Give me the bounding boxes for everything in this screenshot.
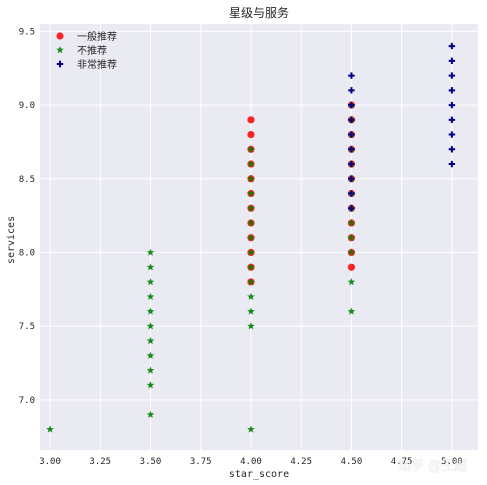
data-point-plus — [448, 72, 456, 79]
data-point-star — [146, 366, 155, 374]
legend-item: 不推荐 — [56, 44, 107, 57]
legend-marker-circle — [56, 32, 64, 40]
x-tick-label: 3.00 — [39, 457, 61, 467]
data-point-star — [347, 219, 356, 227]
data-point-star — [347, 277, 356, 286]
y-tick-label: 7.5 — [19, 322, 35, 332]
data-point-star — [247, 233, 255, 241]
data-point-star — [146, 322, 155, 330]
data-point-plus — [448, 42, 456, 50]
data-point-star — [247, 248, 255, 256]
x-tick-label: 4.50 — [341, 457, 363, 467]
tick-labels: 3.00 3.25 3.50 3.75 4.00 4.25 4.50 4.75 5.00 7.0 7… — [19, 27, 463, 467]
data-point-plus — [448, 87, 456, 94]
x-tick-label: 3.25 — [89, 457, 111, 467]
data-point-plus — [348, 131, 355, 138]
data-point-circle — [247, 116, 255, 124]
data-point-plus — [348, 175, 355, 182]
data-point-star — [247, 307, 255, 315]
data-point-star — [146, 307, 155, 315]
data-point-plus — [448, 131, 456, 138]
data-point-star — [146, 381, 155, 389]
x-axis-label: star_score — [229, 469, 289, 480]
data-point-star — [347, 307, 356, 315]
x-tick-label: 3.50 — [140, 457, 162, 467]
data-point-star — [347, 233, 356, 241]
data-point-star — [146, 336, 155, 345]
watermark-text: 知乎 @王超 — [398, 459, 468, 474]
legend-marker-star — [56, 46, 64, 54]
data-point-star — [146, 263, 155, 271]
data-point-circle — [247, 130, 255, 139]
y-tick-label: 7.0 — [19, 396, 35, 406]
data-point-circle — [347, 263, 356, 271]
legend-item: 一般推荐 — [56, 30, 117, 43]
x-tick-label: 5.00 — [441, 457, 463, 467]
data-point-star — [347, 248, 356, 256]
data-point-plus — [348, 72, 355, 79]
plot-area — [40, 24, 478, 450]
data-point-plus — [448, 146, 456, 153]
y-tick-label: 9.5 — [19, 27, 35, 37]
data-point-star — [247, 160, 255, 168]
y-axis-label: services — [6, 216, 17, 264]
data-point-star — [146, 410, 155, 418]
grid-lines — [40, 24, 478, 450]
data-point-star — [146, 292, 155, 300]
data-point-plus — [348, 101, 355, 109]
data-point-plus — [348, 190, 355, 197]
series-plus — [348, 42, 456, 212]
data-point-star — [247, 322, 255, 330]
data-point-star — [247, 189, 255, 197]
legend-label: 不推荐 — [77, 44, 107, 57]
data-point-star — [247, 263, 255, 271]
data-point-star — [146, 351, 155, 359]
data-point-star — [146, 248, 155, 256]
legend-marker-plus — [56, 60, 64, 68]
x-tick-label: 4.00 — [240, 457, 262, 467]
data-point-plus — [348, 116, 355, 124]
x-tick-label: 4.75 — [391, 457, 413, 467]
y-tick-label: 9.0 — [19, 101, 35, 111]
legend-label: 非常推荐 — [77, 58, 117, 71]
data-point-star — [247, 174, 255, 183]
data-point-plus — [348, 146, 355, 153]
legend-label: 一般推荐 — [77, 30, 117, 43]
data-point-plus — [348, 205, 355, 212]
data-point-plus — [448, 160, 456, 168]
data-point-plus — [348, 160, 355, 168]
data-point-star — [247, 277, 255, 286]
data-point-plus — [448, 57, 456, 65]
data-markers — [46, 42, 456, 433]
x-tick-label: 3.75 — [190, 457, 212, 467]
legend-item: 非常推荐 — [56, 58, 117, 71]
data-point-star — [247, 204, 255, 212]
chart-title: 星级与服务 — [229, 5, 289, 20]
data-point-star — [247, 145, 255, 153]
data-point-star — [46, 425, 54, 433]
x-tick-label: 4.25 — [290, 457, 312, 467]
data-point-plus — [348, 87, 355, 94]
data-point-star — [146, 277, 155, 286]
data-point-star — [247, 425, 255, 433]
y-tick-label: 8.5 — [19, 175, 35, 185]
data-point-plus — [448, 101, 456, 109]
data-point-star — [247, 219, 255, 227]
data-point-plus — [448, 116, 456, 124]
data-point-star — [247, 292, 255, 300]
y-tick-label: 8.0 — [19, 248, 35, 258]
